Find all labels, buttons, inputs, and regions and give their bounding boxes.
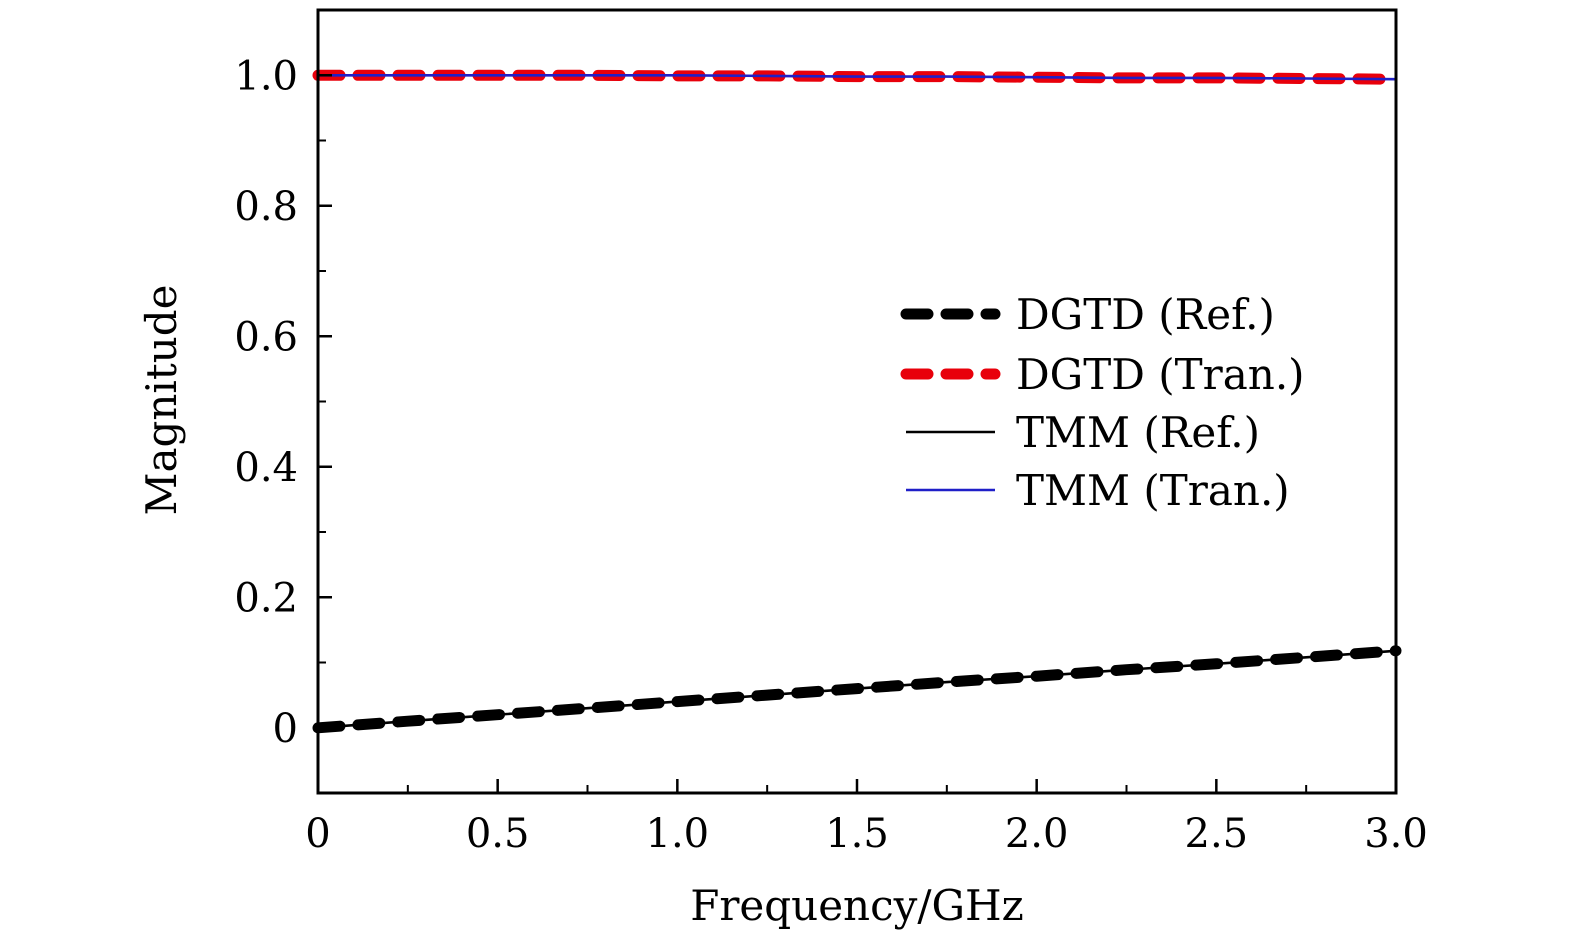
tick-labels: 0 0.5 1.0 1.5 2.0 2.5 3.0 0 0.2 0.4 0.6 0.8 1.0	[234, 53, 1427, 857]
legend-label-3: TMM (Ref.)	[1016, 408, 1260, 457]
legend: DGTD (Ref.) DGTD (Tran.) TMM (Ref.) TMM (Tr…	[900, 290, 1305, 515]
y-axis-title: Magnitude	[137, 284, 186, 515]
x-tick-label: 2.5	[1185, 811, 1249, 857]
axis-ticks	[316, 74, 1398, 793]
series-layer	[312, 69, 1402, 734]
x-tick-label: 0	[305, 811, 330, 857]
plot-frame-border	[316, 8, 1398, 795]
x-tick-label: 2.0	[1005, 811, 1069, 857]
y-tick-label: 0.2	[234, 575, 298, 621]
legend-label-2: DGTD (Tran.)	[1016, 350, 1305, 399]
x-tick-label: 1.0	[646, 811, 710, 857]
x-tick-label: 0.5	[466, 811, 530, 857]
legend-label-1: DGTD (Ref.)	[1016, 290, 1275, 339]
series-line-3	[317, 649, 1397, 730]
y-tick-label: 0	[273, 706, 298, 752]
x-tick-label: 1.5	[825, 811, 889, 857]
x-tick-label: 3.0	[1364, 811, 1428, 857]
legend-label-4: TMM (Tran.)	[1016, 466, 1290, 515]
y-tick-label: 0.8	[234, 184, 298, 230]
y-tick-label: 1.0	[234, 53, 298, 99]
x-axis-title: Frequency/GHz	[690, 881, 1024, 930]
series-line-4	[318, 74, 1397, 81]
y-tick-label: 0.6	[234, 314, 298, 360]
plot-frame	[316, 8, 1398, 795]
y-tick-label: 0.4	[234, 445, 298, 491]
